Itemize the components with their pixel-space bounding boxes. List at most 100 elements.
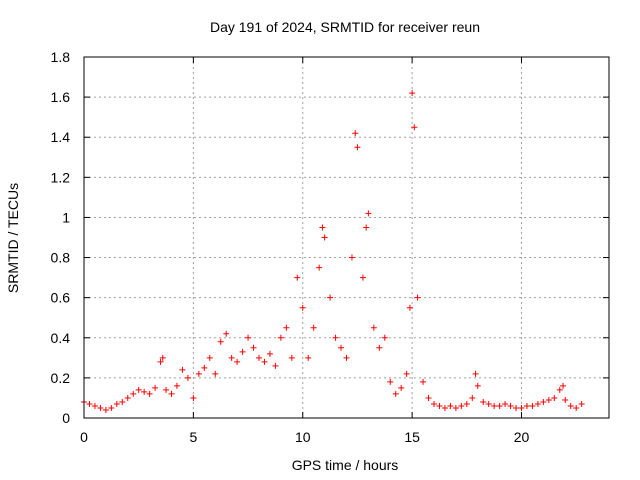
y-tick-label: 0.8 [51,250,71,266]
data-point [463,400,470,407]
data-point [327,294,334,301]
data-point [146,390,153,397]
data-point [239,348,246,355]
grid-lines [84,57,609,418]
data-point [348,254,355,261]
data-point [441,404,448,411]
data-point [472,370,479,377]
x-tick-label: 5 [189,429,197,445]
data-point [409,90,416,97]
data-point [97,404,104,411]
data-point [411,124,418,131]
y-tick-label: 1.8 [51,49,71,65]
data-point [573,404,580,411]
data-point [502,400,509,407]
x-tick-label: 0 [80,429,88,445]
data-point [359,274,366,281]
data-point [130,390,137,397]
data-point [352,130,359,137]
data-point [195,370,202,377]
data-point [518,404,525,411]
data-point [245,334,252,341]
data-point [354,144,361,151]
data-point [256,354,262,361]
data-point [381,334,388,341]
data-point [447,402,454,409]
data-point [560,382,567,389]
data-point [173,382,180,389]
data-point [485,400,492,407]
data-point [223,330,230,337]
data-point [469,394,476,401]
data-point [157,358,164,365]
data-point [159,354,166,361]
data-point [319,224,326,231]
data-point [217,338,224,345]
data-point [578,400,585,407]
data-point [86,400,93,407]
data-point [403,370,410,377]
data-point [376,344,383,351]
data-point [480,398,487,405]
data-point [425,394,432,401]
data-point [184,374,191,381]
data-point [491,402,498,409]
y-tick-label: 0 [62,410,70,426]
data-point [179,366,186,373]
data-point [387,378,394,385]
data-point [277,334,284,341]
y-tick-label: 0.4 [51,330,71,346]
y-tick-label: 1.6 [51,89,71,105]
data-point [321,234,328,241]
data-point [283,324,290,331]
data-point [496,402,503,409]
data-point [474,382,481,389]
data-point [392,390,399,397]
data-point [91,402,98,409]
data-point [567,402,574,409]
data-point [305,354,312,361]
y-tick-label: 0.2 [51,370,71,386]
data-point [551,394,558,401]
data-point [168,390,175,397]
data-point [534,400,541,407]
data-point [272,362,279,369]
data-point [406,304,413,311]
data-point [370,324,377,331]
data-point [540,398,547,405]
data-point [414,294,421,301]
data-point [212,370,219,377]
data-point [523,402,530,409]
y-tick-label: 1 [62,209,70,225]
data-point [299,304,306,311]
data-point [163,386,170,393]
data-point [545,396,552,403]
data-point [556,386,563,393]
data-point [102,406,109,413]
data-point [294,274,301,281]
data-point [141,388,148,395]
x-tick-label: 15 [404,429,420,445]
data-point [288,354,295,361]
data-point [316,264,323,271]
chart-title: Day 191 of 2024, SRMTID for receiver reu… [210,19,480,35]
data-point [190,394,197,401]
data-point [266,350,273,357]
data-point [332,334,339,341]
data-point [201,364,208,371]
data-point [113,400,120,407]
y-tick-label: 0.6 [51,290,71,306]
data-point [363,224,370,231]
x-tick-label: 20 [514,429,530,445]
axis-ticks: 0 0.2 0.4 0.6 0.8 1 1.2 1.4 1.6 1.8 0 5 10 15 20 [51,49,609,445]
data-point [529,402,536,409]
data-point [338,344,345,351]
data-point [431,400,437,407]
data-point [513,404,520,411]
data-point [108,404,115,411]
data-point [152,384,159,391]
data-point [135,386,142,393]
data-point [119,398,126,405]
